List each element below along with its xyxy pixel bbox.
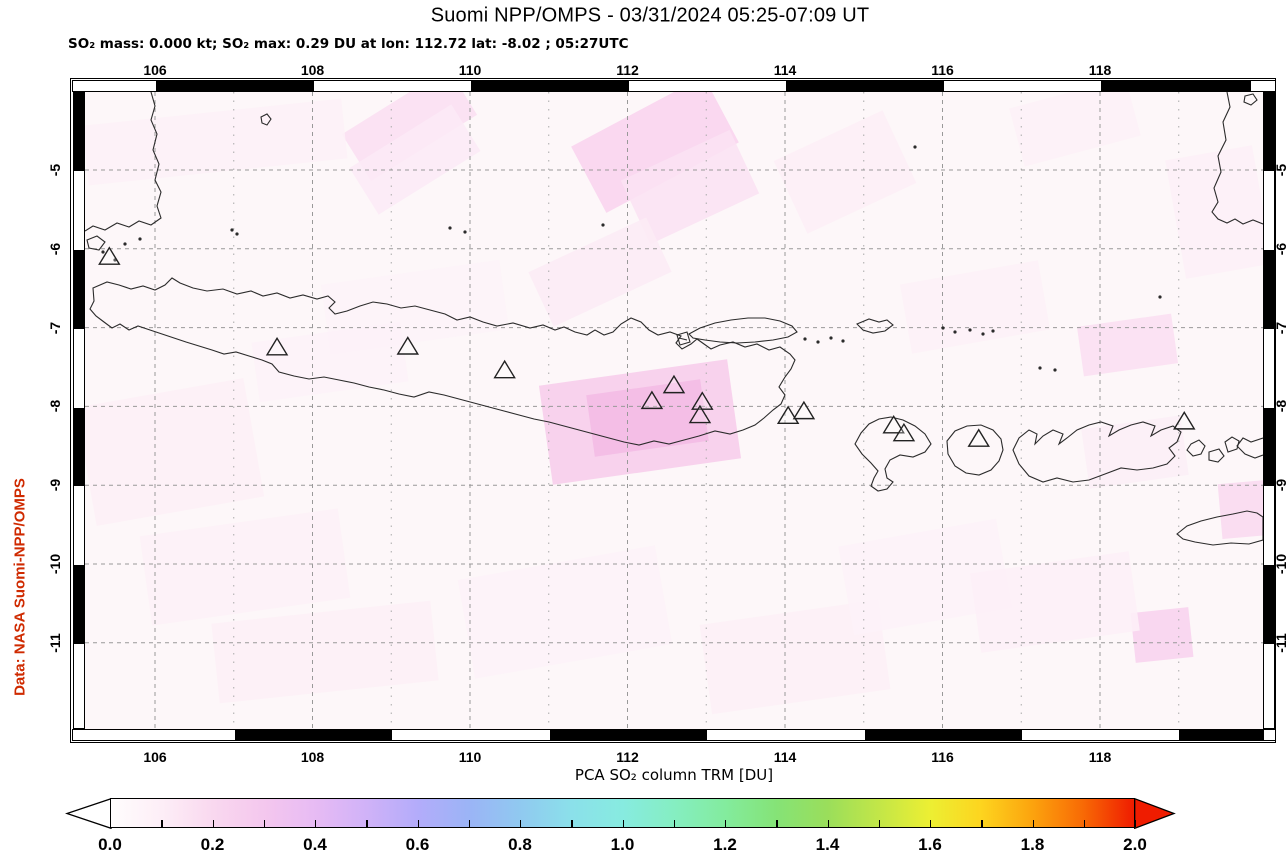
coast-kangean xyxy=(856,318,894,334)
volcano-triangle-icon xyxy=(396,336,420,355)
volcano-markers xyxy=(98,246,1196,447)
coastlines xyxy=(85,92,1263,546)
colorbar-tick xyxy=(263,820,266,827)
lon-tick-label: 114 xyxy=(773,749,797,765)
lat-tick-label: -9 xyxy=(47,478,63,492)
colorbar-tick xyxy=(520,820,522,827)
colorbar-tick-label: 1.8 xyxy=(1020,835,1045,854)
colorbar-tick-label: 2.0 xyxy=(1123,835,1147,854)
volcano-triangle-icon xyxy=(691,391,714,410)
coast-lombok xyxy=(946,424,1004,476)
volcano-triangle-icon xyxy=(640,390,664,410)
lon-tick-label: 110 xyxy=(458,749,482,765)
coast-bali xyxy=(854,416,932,492)
map-frame-left-bar xyxy=(73,92,85,729)
volcano-triangle-icon xyxy=(265,336,289,356)
colorbar-tick xyxy=(366,820,368,827)
lon-tick-label: 106 xyxy=(143,749,167,765)
colorbar-tick xyxy=(878,820,881,827)
coast-sumatra xyxy=(85,92,162,232)
lon-tick-label: 108 xyxy=(300,62,325,78)
colorbar-tick xyxy=(725,820,727,827)
volcano-triangle-icon xyxy=(967,428,990,447)
colorbar-tick xyxy=(468,820,471,827)
lon-tick-label: 112 xyxy=(616,62,639,78)
lon-tick-label: 108 xyxy=(300,749,325,765)
colorbar-left-arrow xyxy=(65,798,112,829)
volcano-triangle-icon xyxy=(688,404,712,424)
map-frame-right-bar xyxy=(1263,92,1275,729)
volcano-triangle-icon xyxy=(882,414,905,434)
lon-tick-label: 116 xyxy=(931,749,954,765)
lat-tick-label: -10 xyxy=(47,553,63,575)
map-vector-layer xyxy=(85,92,1263,729)
coast-komodo xyxy=(1186,436,1240,463)
volcano-triangle-icon xyxy=(1173,411,1196,430)
volcano-triangle-icon xyxy=(892,422,916,442)
coast-sumbawa xyxy=(1012,421,1182,483)
colorbar-tick-label: 0.2 xyxy=(200,835,225,854)
lon-tick-label: 112 xyxy=(616,749,639,765)
colorbar-tick xyxy=(1135,820,1137,827)
lon-tick-label: 116 xyxy=(931,62,954,78)
lon-tick-label: 106 xyxy=(143,62,167,78)
colorbar-tick-label: 1.0 xyxy=(610,835,635,854)
volcano-triangle-icon xyxy=(493,359,516,379)
map-frame-outline xyxy=(70,78,1276,743)
lat-tick-label: -7 xyxy=(47,321,63,334)
colorbar-tick xyxy=(1032,820,1034,827)
volcano-triangle-icon xyxy=(776,405,800,425)
colorbar-title: PCA SO₂ column TRM [DU] xyxy=(574,766,774,784)
page-title: Suomi NPP/OMPS - 03/31/2024 05:25-07:09 … xyxy=(430,4,870,27)
lon-tick-label: 118 xyxy=(1088,62,1112,78)
volcano-triangle-icon xyxy=(98,246,121,265)
colorbar-tick xyxy=(212,820,214,827)
coast-flores xyxy=(1236,437,1263,459)
colorbar-tick xyxy=(827,820,829,827)
colorbar-tick xyxy=(1083,820,1086,827)
volcano-triangle-icon xyxy=(792,400,816,420)
lat-tick-label: -11 xyxy=(47,633,63,653)
colorbar-tick xyxy=(622,820,624,827)
colorbar-tick-label: 1.2 xyxy=(713,835,737,854)
coast-sulawesi-isle xyxy=(1243,93,1258,106)
lat-tick-label: -6 xyxy=(47,242,63,256)
lon-tick-label: 114 xyxy=(773,62,797,78)
colorbar-tick-label: 0.8 xyxy=(508,835,532,854)
lon-tick-label: 110 xyxy=(458,62,482,78)
colorbar-tick xyxy=(571,820,573,827)
coast-sumatra-isle xyxy=(86,235,106,251)
volcano-triangle-icon xyxy=(662,374,686,394)
islet-dots xyxy=(101,145,1162,372)
city-marker-square xyxy=(676,331,691,346)
colorbar-tick xyxy=(161,820,163,827)
colorbar-tick xyxy=(417,820,419,827)
colorbar-tick xyxy=(776,820,778,827)
map-frame-bottom-bar xyxy=(72,729,1276,741)
colorbar-tick xyxy=(673,820,676,827)
so2-stats-line: SO₂ mass: 0.000 kt; SO₂ max: 0.29 DU at … xyxy=(68,36,629,52)
map-frame-top-bar xyxy=(72,80,1276,92)
lat-tick-label: -8 xyxy=(47,400,63,413)
coast-java xyxy=(89,277,796,446)
graticule xyxy=(85,92,1263,729)
colorbar-right-arrow xyxy=(1134,798,1176,829)
colorbar-tick xyxy=(315,820,317,827)
colorbar-tick xyxy=(930,820,932,827)
colorbar-tick-label: 0.4 xyxy=(303,835,327,854)
colorbar-tick-label: 0.6 xyxy=(405,835,430,854)
lon-tick-label: 118 xyxy=(1088,749,1112,765)
colorbar-tick-label: 0.0 xyxy=(98,835,122,854)
map-canvas xyxy=(85,92,1263,729)
lat-tick-label: -5 xyxy=(47,163,63,177)
coast-sumba xyxy=(1176,510,1263,546)
coast-islet-curl xyxy=(260,113,272,126)
data-credit: Data: NASA Suomi-NPP/OMPS xyxy=(11,478,29,696)
colorbar-tick-label: 1.6 xyxy=(918,835,942,854)
coast-madura xyxy=(688,317,798,344)
coast-sulawesi xyxy=(1211,92,1263,225)
colorbar-tick-label: 1.4 xyxy=(815,835,840,854)
colorbar-tick xyxy=(981,820,983,827)
